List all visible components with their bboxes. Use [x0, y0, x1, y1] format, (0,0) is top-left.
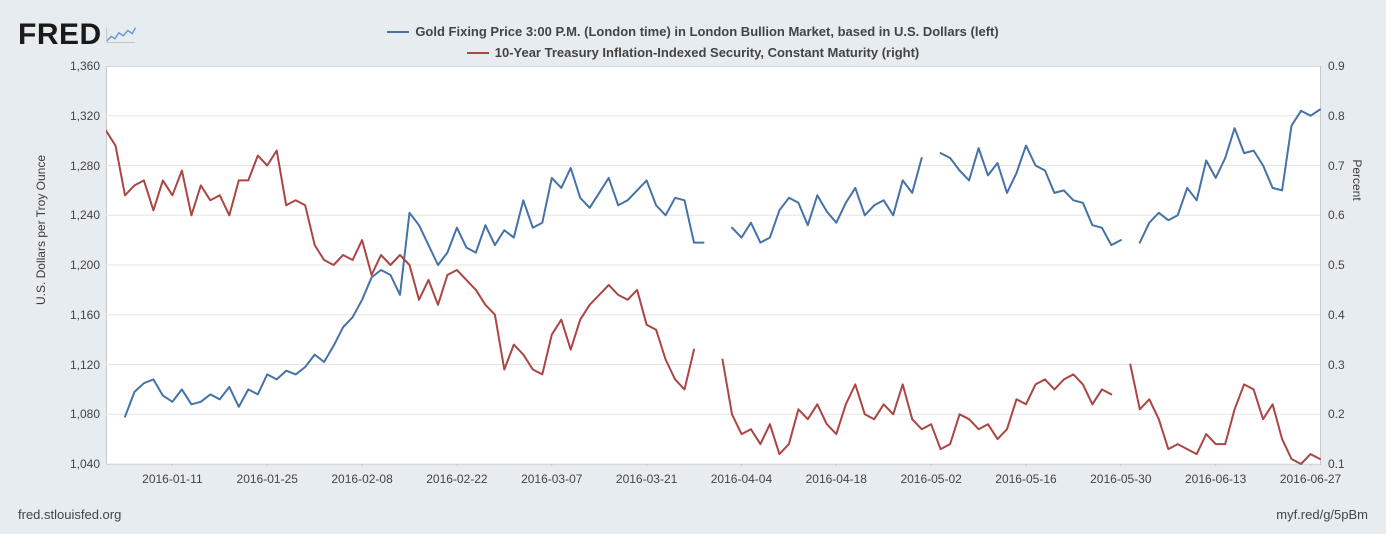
y-left-tick: 1,040: [58, 457, 100, 471]
y-right-tick: 0.5: [1328, 258, 1358, 272]
x-tick: 2016-03-07: [521, 472, 582, 486]
legend-label: 10-Year Treasury Inflation-Indexed Secur…: [495, 44, 920, 62]
y-left-tick: 1,080: [58, 407, 100, 421]
y-right-tick: 0.3: [1328, 358, 1358, 372]
y-right-tick: 0.2: [1328, 407, 1358, 421]
x-tick: 2016-05-16: [995, 472, 1056, 486]
fred-chart-container: FRED Gold Fixing Price 3:00 P.M. (London…: [0, 0, 1386, 534]
x-tick: 2016-02-08: [331, 472, 392, 486]
y-right-tick: 0.1: [1328, 457, 1358, 471]
x-tick: 2016-05-02: [900, 472, 961, 486]
y-right-tick: 0.8: [1328, 109, 1358, 123]
x-tick: 2016-02-22: [426, 472, 487, 486]
legend-item-tips[interactable]: 10-Year Treasury Inflation-Indexed Secur…: [467, 44, 920, 62]
y-right-tick: 0.6: [1328, 208, 1358, 222]
legend-label: Gold Fixing Price 3:00 P.M. (London time…: [415, 23, 998, 41]
x-tick: 2016-01-25: [237, 472, 298, 486]
y-left-axis-label: U.S. Dollars per Troy Ounce: [34, 80, 48, 380]
y-left-tick: 1,240: [58, 208, 100, 222]
y-right-tick: 0.9: [1328, 59, 1358, 73]
x-tick: 2016-04-18: [806, 472, 867, 486]
y-left-tick: 1,320: [58, 109, 100, 123]
x-tick: 2016-01-11: [142, 472, 203, 486]
legend-item-gold[interactable]: Gold Fixing Price 3:00 P.M. (London time…: [387, 23, 998, 41]
x-tick: 2016-06-27: [1280, 472, 1341, 486]
y-left-tick: 1,160: [58, 308, 100, 322]
legend-swatch-icon: [467, 52, 489, 54]
y-left-tick: 1,200: [58, 258, 100, 272]
footer-source[interactable]: fred.stlouisfed.org: [18, 507, 121, 522]
y-right-tick: 0.7: [1328, 159, 1358, 173]
footer-shortlink[interactable]: myf.red/g/5pBm: [1276, 507, 1368, 522]
y-left-tick: 1,120: [58, 358, 100, 372]
legend-swatch-icon: [387, 31, 409, 33]
x-tick: 2016-06-13: [1185, 472, 1246, 486]
x-tick: 2016-04-04: [711, 472, 772, 486]
legend: Gold Fixing Price 3:00 P.M. (London time…: [0, 20, 1386, 62]
y-right-tick: 0.4: [1328, 308, 1358, 322]
y-left-tick: 1,280: [58, 159, 100, 173]
y-left-tick: 1,360: [58, 59, 100, 73]
x-tick: 2016-05-30: [1090, 472, 1151, 486]
x-tick: 2016-03-21: [616, 472, 677, 486]
plot-area[interactable]: [106, 66, 1322, 466]
